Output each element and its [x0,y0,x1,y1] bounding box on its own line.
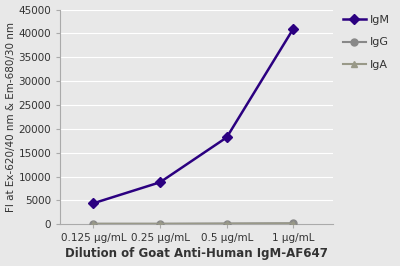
IgG [224,222,229,225]
Line: IgM: IgM [90,25,297,207]
IgM [224,136,229,139]
X-axis label: Dilution of Goat Anti-Human IgM-AF647: Dilution of Goat Anti-Human IgM-AF647 [65,247,328,260]
IgA [291,222,296,225]
Legend: IgM, IgG, IgA: IgM, IgG, IgA [339,11,394,74]
IgM [158,181,162,184]
IgM [291,27,296,30]
IgA [91,222,96,226]
IgA [224,222,229,225]
IgG [91,222,96,225]
Y-axis label: FI at Ex-620/40 nm & Em-680/30 nm: FI at Ex-620/40 nm & Em-680/30 nm [6,22,16,212]
IgA [158,222,162,226]
Line: IgG: IgG [90,220,297,227]
IgG [291,222,296,225]
IgM [91,202,96,205]
Line: IgA: IgA [90,220,297,227]
IgG [158,222,162,225]
